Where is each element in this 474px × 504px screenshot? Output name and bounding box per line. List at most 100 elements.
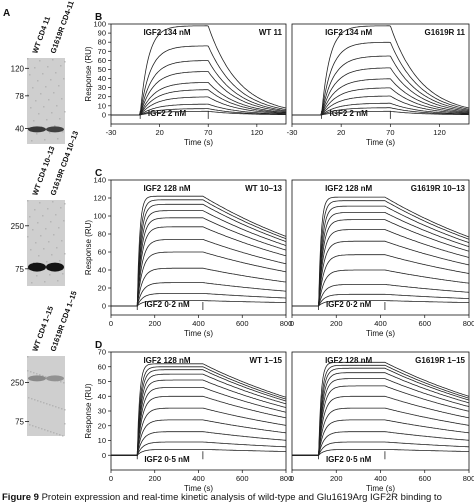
blot-speckle: [33, 372, 35, 374]
blot-speckle: [41, 126, 43, 128]
sensorgram-curve: [292, 212, 470, 307]
blot-speckle: [58, 85, 60, 87]
marker-label: 250: [11, 222, 25, 231]
lane-label: G1619R CD4-11: [48, 0, 75, 55]
y-tick-label: 70: [98, 348, 106, 357]
x-tick-label: 400: [374, 474, 387, 483]
x-axis-label: Time (s): [366, 329, 395, 338]
y-tick-label: 30: [98, 407, 106, 416]
x-tick-label: -30: [287, 128, 298, 137]
x-axis-label: Time (s): [184, 138, 213, 147]
sensorgram-curve: [111, 300, 286, 307]
blot-speckle: [43, 248, 45, 250]
top-concentration-label: IGF2 128 nM: [143, 184, 190, 193]
y-tick-label: 60: [98, 362, 106, 371]
y-tick-label: 0: [102, 110, 106, 119]
sensorgram-curve: [292, 196, 470, 307]
blot-speckle: [32, 229, 34, 231]
sensorgram-curve: [292, 395, 470, 456]
blot-speckle: [63, 382, 65, 384]
x-tick-label: 400: [192, 319, 205, 328]
blot-speckle: [46, 119, 48, 121]
y-tick-label: 20: [98, 92, 106, 101]
sensorgram-curve: [292, 205, 470, 307]
blot-membrane: [27, 356, 65, 436]
x-tick-label: 0: [109, 474, 113, 483]
y-tick-label: 50: [98, 65, 106, 74]
blot-speckle: [49, 274, 51, 276]
blot-speckle: [53, 432, 55, 434]
sensorgram-curve: [292, 229, 470, 307]
x-axis-label: Time (s): [184, 484, 213, 493]
blot-speckle: [45, 376, 47, 378]
x-tick-label: 70: [386, 128, 394, 137]
x-tick-label: 600: [418, 474, 431, 483]
sensorgram-panel: 0 200 400 600 800 Time (s) G1619R 1–15 IGF2 128…: [290, 351, 474, 493]
x-tick-label: 20: [155, 128, 163, 137]
sensorgram-curve: [292, 78, 470, 116]
blot-speckle: [45, 86, 47, 88]
bottom-concentration-label: IGF2 0·2 nM: [326, 300, 372, 309]
blot-speckle: [48, 99, 50, 101]
x-tick-label: 0: [290, 319, 294, 328]
y-tick-label: 30: [98, 83, 106, 92]
blot-speckle: [59, 260, 61, 262]
blot-speckle: [52, 59, 54, 61]
sensorgram-curve: [292, 407, 470, 456]
x-tick-label: 800: [463, 319, 474, 328]
blot-speckle: [32, 87, 34, 89]
sensorgram-curve: [111, 25, 287, 116]
y-tick-label: 140: [93, 176, 106, 185]
blot-speckle: [64, 409, 66, 411]
x-tick-label: 200: [330, 474, 343, 483]
blot-speckle: [36, 133, 38, 135]
blot-speckle: [47, 430, 49, 432]
sensorgram-curve: [292, 364, 470, 456]
sensorgram-curve: [111, 419, 287, 456]
blot-speckle: [55, 214, 57, 216]
y-axis-label: Response (RU): [84, 383, 93, 438]
y-tick-label: 40: [98, 74, 106, 83]
blot-speckle: [27, 236, 29, 238]
bottom-concentration-label: IGF2 0·5 nM: [144, 455, 190, 464]
marker-label: 78: [15, 92, 24, 101]
blot-speckle: [46, 261, 48, 263]
blot-speckle: [27, 356, 29, 358]
blot-speckle: [40, 401, 42, 403]
sensorgram-curve: [111, 293, 286, 307]
y-tick-label: 0: [102, 302, 106, 311]
sensorgram-curve: [111, 363, 287, 456]
blot-speckle: [37, 80, 39, 82]
blot-speckle: [39, 60, 41, 62]
blot-speckle: [34, 209, 36, 211]
sensorgram-curve: [292, 200, 470, 307]
x-axis-label: Time (s): [366, 484, 395, 493]
blot-speckle: [33, 262, 35, 264]
blot-speckle: [63, 78, 65, 80]
sensorgram-curve: [111, 96, 286, 116]
blot-speckle: [56, 105, 58, 107]
blot-speckle: [51, 254, 53, 256]
marker-label: 40: [15, 125, 24, 134]
panel-label: B: [95, 12, 102, 23]
sensorgram-curve: [111, 226, 287, 307]
blot-speckle: [55, 406, 57, 408]
blot-speckle: [41, 428, 43, 430]
blot-speckle: [50, 221, 52, 223]
x-tick-label: 600: [236, 474, 249, 483]
bottom-concentration-label: IGF2 2 nM: [148, 109, 187, 118]
sensorgram-curve: [111, 441, 286, 456]
sensorgram-curve: [111, 407, 287, 456]
x-tick-label: 0: [109, 319, 113, 328]
blot-speckle: [59, 118, 61, 120]
bottom-concentration-label: IGF2 0·2 nM: [144, 300, 190, 309]
x-tick-label: 800: [280, 474, 293, 483]
panel-label: C: [95, 168, 102, 179]
sensorgram-curve: [292, 367, 470, 456]
blot-speckle: [37, 222, 39, 224]
blot-speckle: [59, 434, 61, 436]
blot-speckle: [43, 402, 45, 404]
